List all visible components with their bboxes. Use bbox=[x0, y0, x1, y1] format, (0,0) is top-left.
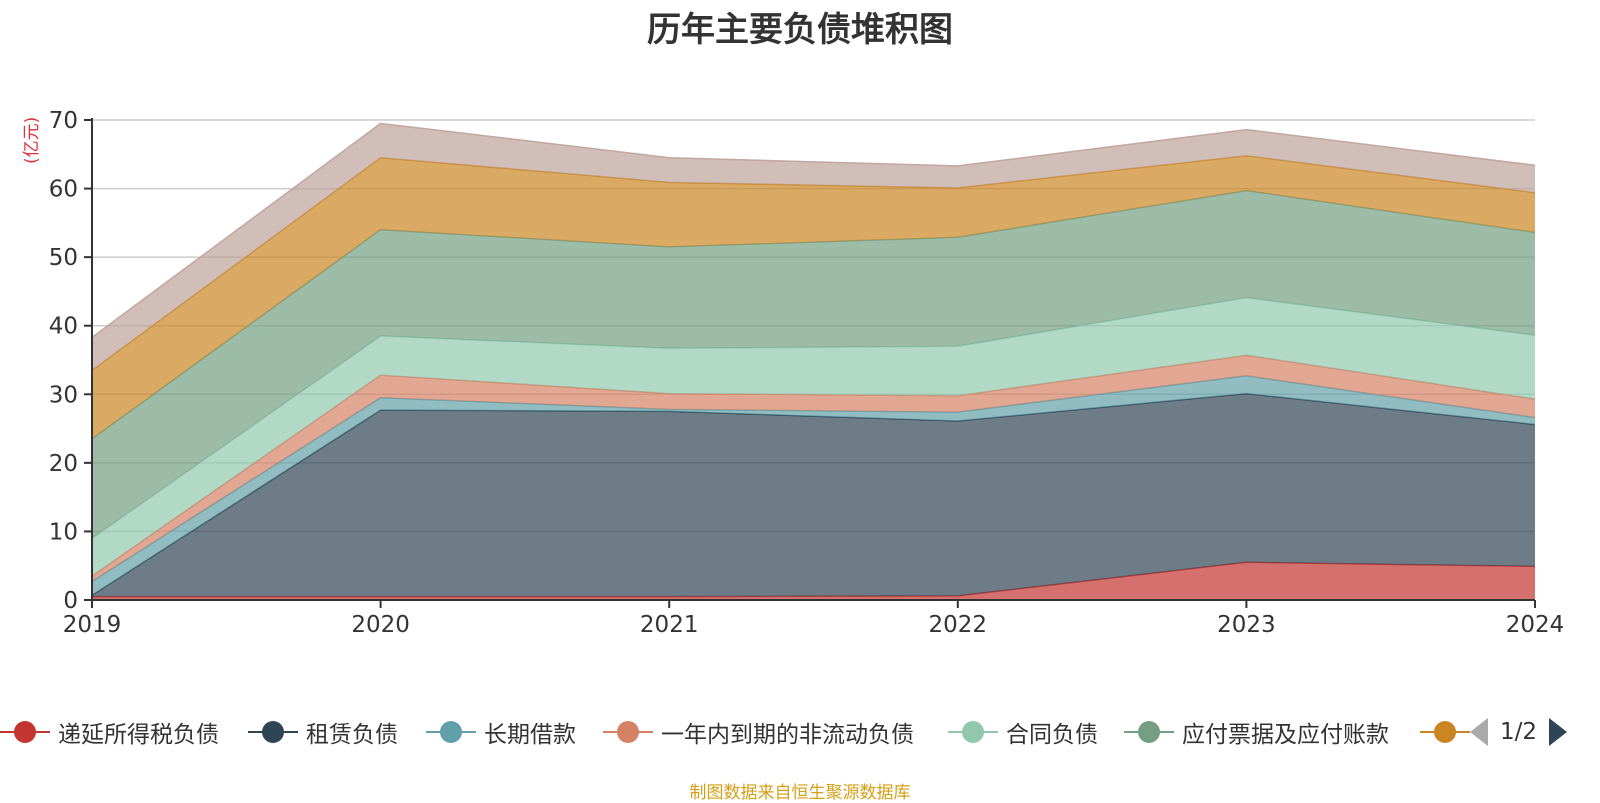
x-tick-label-2024: 2024 bbox=[1506, 612, 1565, 638]
legend-marker-icon bbox=[248, 717, 298, 747]
area-series-5 bbox=[92, 190, 1535, 539]
legend-marker-icon bbox=[1420, 717, 1470, 747]
area-series-6 bbox=[92, 155, 1535, 439]
y-tick-label-50: 50 bbox=[49, 245, 78, 271]
legend-label: 合同负债 bbox=[1006, 722, 1098, 748]
y-tick-label-20: 20 bbox=[49, 451, 78, 477]
area-series-line-7 bbox=[91, 122, 1536, 339]
legend-pager: 1/2 bbox=[1470, 712, 1568, 752]
legend-marker-icon bbox=[426, 717, 476, 747]
legend-marker-dot bbox=[1138, 721, 1160, 743]
legend-marker-icon bbox=[948, 717, 998, 747]
legend-item-0[interactable]: 递延所得税负债 bbox=[0, 712, 219, 752]
legend-label: 一年内到期的非流动负债 bbox=[661, 722, 914, 748]
legend-item-2[interactable]: 长期借款 bbox=[426, 712, 576, 752]
y-tick-label-30: 30 bbox=[49, 382, 78, 408]
x-tick-label-2020: 2020 bbox=[351, 612, 410, 638]
legend-page-indicator: 1/2 bbox=[1500, 719, 1538, 745]
legend-label: 租赁负债 bbox=[306, 722, 398, 748]
x-tick-label-2022: 2022 bbox=[929, 612, 988, 638]
chart-legend: 递延所得税负债 租赁负债 长期借款 一年内到期的非流动负债 合同负债 应付票据及应付账款 bbox=[0, 712, 1500, 752]
area-series-4 bbox=[92, 297, 1535, 576]
legend-item-1[interactable]: 租赁负债 bbox=[248, 712, 398, 752]
legend-marker-dot bbox=[1434, 721, 1456, 743]
legend-next-page-arrow-icon[interactable] bbox=[1549, 718, 1568, 746]
legend-marker-dot bbox=[440, 721, 462, 743]
y-tick-label-10: 10 bbox=[49, 519, 78, 545]
legend-marker-dot bbox=[262, 721, 284, 743]
x-tick-label-2019: 2019 bbox=[63, 612, 122, 638]
chart-title: 历年主要负债堆积图 bbox=[647, 10, 953, 50]
x-tick-label-2021: 2021 bbox=[640, 612, 699, 638]
legend-label: 递延所得税负债 bbox=[58, 722, 219, 748]
x-tick-label-2023: 2023 bbox=[1217, 612, 1276, 638]
legend-label: 应付票据及应付账款 bbox=[1182, 722, 1389, 748]
legend-marker-icon bbox=[603, 717, 653, 747]
legend-item-6[interactable] bbox=[1420, 712, 1478, 752]
legend-marker-dot bbox=[14, 721, 36, 743]
y-tick-label-0: 0 bbox=[63, 588, 78, 614]
area-series-1 bbox=[92, 393, 1535, 597]
data-source-note: 制图数据来自恒生聚源数据库 bbox=[689, 783, 911, 803]
legend-item-3[interactable]: 一年内到期的非流动负债 bbox=[603, 712, 914, 752]
y-tick-label-70: 70 bbox=[49, 108, 78, 134]
legend-label: 长期借款 bbox=[484, 722, 576, 748]
y-tick-label-60: 60 bbox=[49, 177, 78, 203]
legend-marker-dot bbox=[962, 721, 984, 743]
legend-prev-page-arrow-icon[interactable] bbox=[1470, 718, 1488, 746]
legend-marker-icon bbox=[1124, 717, 1174, 747]
area-series-2 bbox=[92, 375, 1535, 596]
legend-item-4[interactable]: 合同负债 bbox=[948, 712, 1098, 752]
legend-marker-dot bbox=[617, 721, 639, 743]
legend-item-5[interactable]: 应付票据及应付账款 bbox=[1124, 712, 1389, 752]
y-tick-label-40: 40 bbox=[49, 314, 78, 340]
area-series-0 bbox=[92, 562, 1535, 600]
legend-marker-icon bbox=[0, 717, 50, 747]
